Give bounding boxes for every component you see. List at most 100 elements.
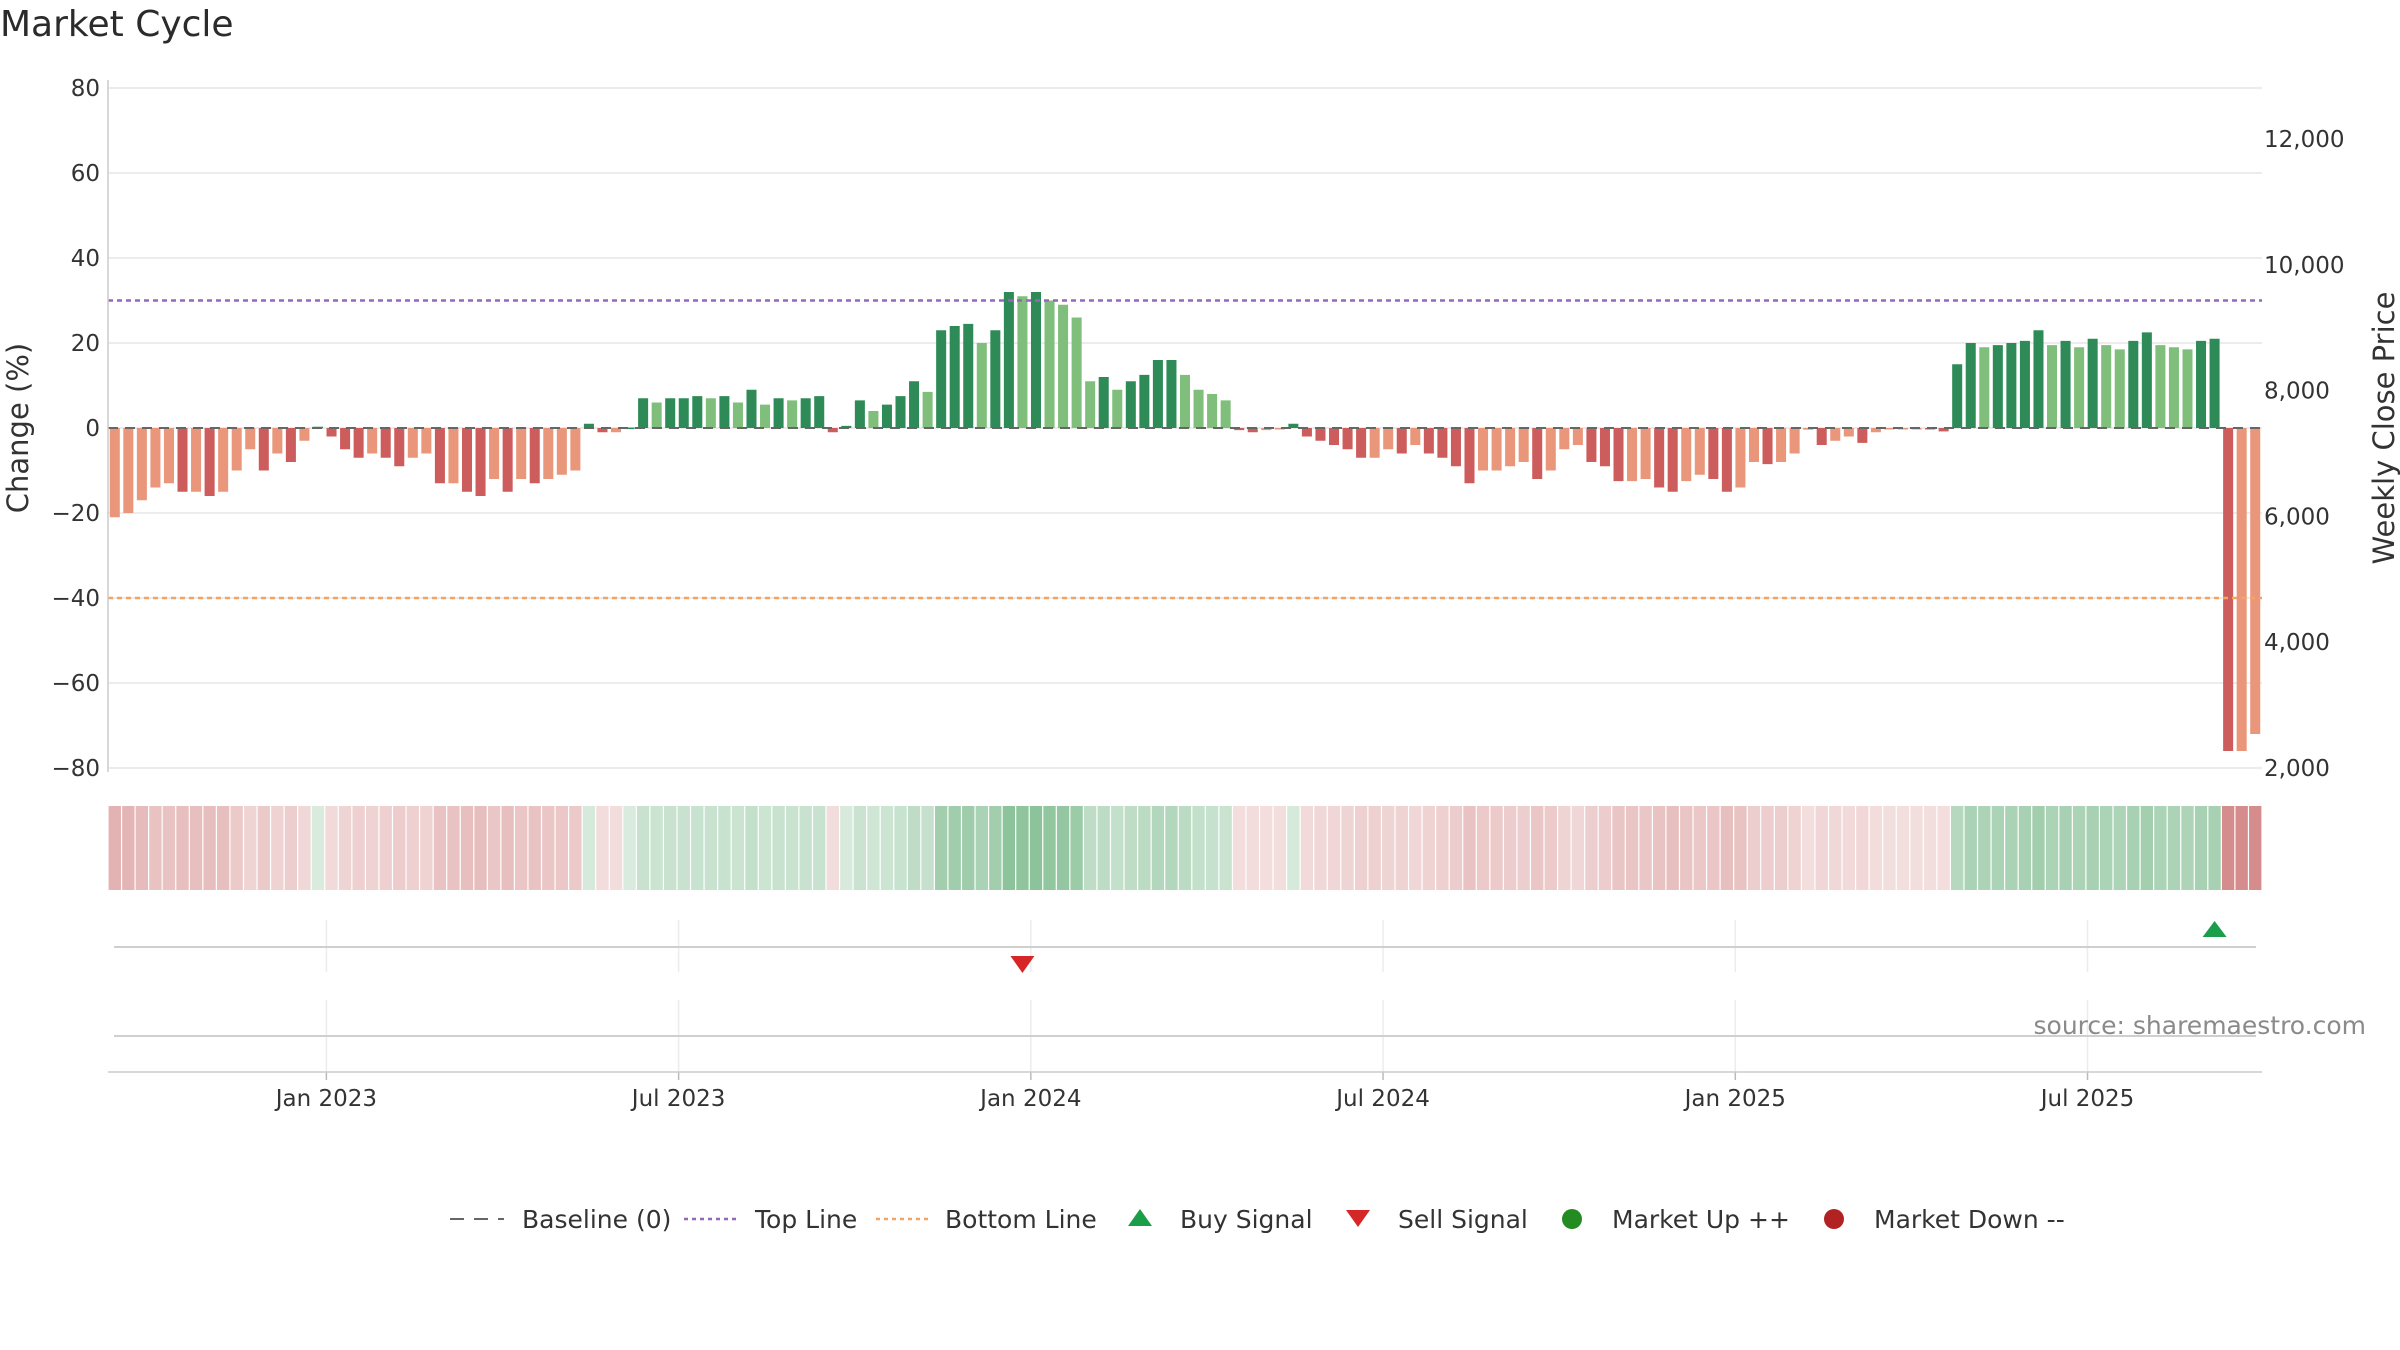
change-bar [787,400,798,428]
heat-cell [1436,806,1449,890]
heat-cell [162,806,176,890]
heat-cell [420,806,433,890]
change-bar [611,428,622,433]
change-bar [841,425,852,428]
heat-cell [1991,806,2005,890]
change-bar [1586,428,1597,462]
y2-tick-label: 4,000 [2264,630,2330,656]
change-bar [1261,428,1272,431]
heat-cell [1138,806,1151,890]
heat-cell [433,806,447,890]
change-bar [1965,343,1976,428]
legend-label: Market Down -- [1874,1205,2065,1234]
reference-lines [108,299,2262,600]
heat-cell [149,806,162,890]
change-bar [204,428,215,496]
legend-swatch [1128,1209,1152,1226]
heat-cell [284,806,298,890]
change-bar [2182,349,2193,428]
change-bar [407,428,418,458]
y2-tick-label: 10,000 [2264,253,2344,279]
legend-label: Baseline (0) [522,1205,671,1234]
change-bar [2141,332,2152,428]
heat-cell [1856,806,1869,890]
change-bar [1464,428,1475,484]
change-bar [2250,428,2261,734]
heat-cell [1842,806,1855,890]
heat-cell [582,806,596,890]
heat-cell [1883,806,1896,890]
heat-cell [2045,806,2059,890]
heat-cell [460,806,474,890]
heat-cell [189,806,203,890]
change-bar [1559,428,1570,450]
change-bar [340,428,351,450]
change-bar [1572,428,1583,445]
change-bar [624,427,635,430]
y-tick-label: −20 [51,501,100,527]
heat-cell [2154,806,2167,890]
change-bar [2101,345,2112,428]
change-bar [1599,428,1610,467]
change-bar [1843,428,1854,437]
heat-cell [1327,806,1341,890]
heat-cell [2005,806,2018,890]
heat-cell [1801,806,1815,890]
heat-cell [1097,806,1110,890]
change-bar [1369,428,1380,458]
heat-cell [758,806,772,890]
heat-cell [1747,806,1761,890]
change-bar [705,398,716,428]
change-bar [285,428,296,462]
heat-cell [1517,806,1530,890]
legend-label: Buy Signal [1180,1205,1313,1234]
heat-cell [257,806,270,890]
heat-cell [2018,806,2032,890]
heat-cell [1233,806,1246,890]
heat-cell [921,806,934,890]
change-bar [1112,389,1123,428]
change-bar [1044,300,1055,428]
y2-tick-label: 2,000 [2264,756,2330,782]
chart-title: Market Cycle [0,4,234,45]
legend: Baseline (0) Top Line Bottom Line Buy Signa… [450,1205,2065,1234]
heat-cell [745,806,758,890]
heat-cell [1463,806,1476,890]
y-tick-label: 20 [71,331,100,357]
sell-signal-marker [1010,956,1035,973]
change-bar [1423,428,1434,454]
heat-cell [1043,806,1056,890]
change-bar [1085,381,1096,428]
change-bar [922,391,933,428]
heat-cell [1788,806,1801,890]
change-bar [1532,428,1543,479]
change-bar [1979,347,1990,428]
legend-label: Bottom Line [945,1205,1097,1234]
x-tick-label: Jul 2023 [630,1086,726,1112]
y-tick-label: 40 [71,246,100,272]
heat-cell [298,806,311,890]
heat-cell [528,806,541,890]
heat-cell [1422,806,1436,890]
heat-cell [636,806,650,890]
change-bar [949,326,960,428]
change-bar [475,428,486,496]
change-bar [218,428,229,492]
change-bar [1207,394,1218,428]
heat-cell [1978,806,1991,890]
change-bar [2155,345,2166,428]
change-bar [1071,317,1082,428]
heat-cell [515,806,528,890]
change-bar [1003,292,1014,428]
change-bar [976,343,987,428]
heat-cell [2140,806,2154,890]
heat-cell [948,806,961,890]
legend-label: Market Up ++ [1612,1205,1790,1234]
heat-cell [1693,806,1706,890]
heat-cell [1273,806,1287,890]
change-bar [665,398,676,428]
y-tick-label: 60 [71,161,100,187]
y2-tick-label: 6,000 [2264,504,2330,530]
heat-cell [1490,806,1503,890]
heat-cell [1083,806,1097,890]
